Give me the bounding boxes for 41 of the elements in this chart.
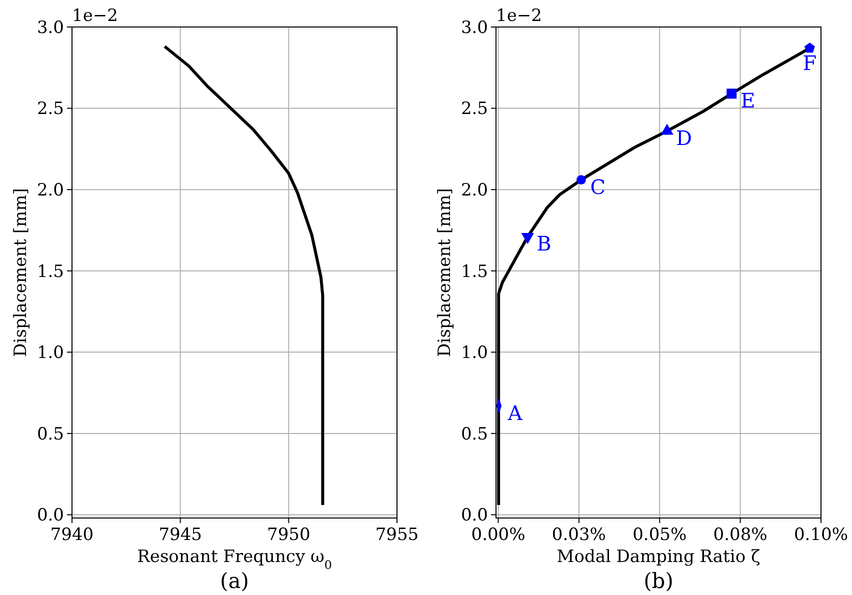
x-tick-label: 7955 — [375, 525, 419, 545]
annotation: C — [590, 174, 606, 199]
y-tick-label: 1.0 — [36, 343, 64, 364]
y-tick-label: 1.0 — [460, 343, 488, 364]
y-tick-label: 1.5 — [36, 262, 64, 282]
y-tick-label: 0.0 — [460, 506, 488, 526]
y-tick-label: 1.5 — [460, 262, 488, 282]
x-tick-label: 0.03% — [552, 525, 606, 545]
point — [804, 42, 815, 53]
y-tick-label: 2.0 — [36, 180, 64, 201]
y-tick-label: 0.0 — [36, 506, 64, 526]
y-tick-label: 2.0 — [460, 180, 488, 201]
x-tick-label: 7945 — [158, 525, 202, 545]
y-tick-label: 0.5 — [460, 424, 488, 444]
text: 1e−2 — [496, 6, 542, 26]
annotation: B — [536, 232, 552, 256]
point — [726, 88, 737, 99]
y-tick-label: 0.5 — [36, 424, 64, 444]
x-tick-label: 0.00% — [471, 525, 526, 545]
x-tick-label: 0.08% — [713, 525, 768, 545]
annotation: A — [506, 400, 523, 425]
y-axis-title: Displacement [mm] — [11, 188, 31, 357]
x-axis-title: Resonant Frequncy ω$_{0}$ — [137, 547, 332, 572]
y-axis-title: Displacement [mm] — [435, 188, 455, 357]
x-tick-label: 0.05% — [632, 525, 687, 545]
line-series — [163, 45, 324, 506]
y-tick-label: 2.5 — [460, 99, 488, 120]
y-tick-label: 2.5 — [36, 99, 64, 120]
annotation: D — [676, 126, 692, 150]
y-tick-label: 3.0 — [36, 18, 64, 38]
text: (b) — [644, 569, 674, 593]
y-tick-label: 3.0 — [460, 18, 488, 38]
x-tick-label: 7940 — [50, 525, 94, 545]
annotation: F — [802, 51, 817, 76]
x-tick-label: 0.10% — [794, 525, 848, 545]
text: (a) — [220, 569, 249, 593]
annotation: E — [740, 88, 756, 113]
point — [576, 175, 586, 185]
x-axis-title: Modal Damping Ratio ζ — [556, 547, 760, 567]
text: 1e−2 — [72, 6, 118, 26]
x-tick-label: 7950 — [267, 525, 310, 545]
